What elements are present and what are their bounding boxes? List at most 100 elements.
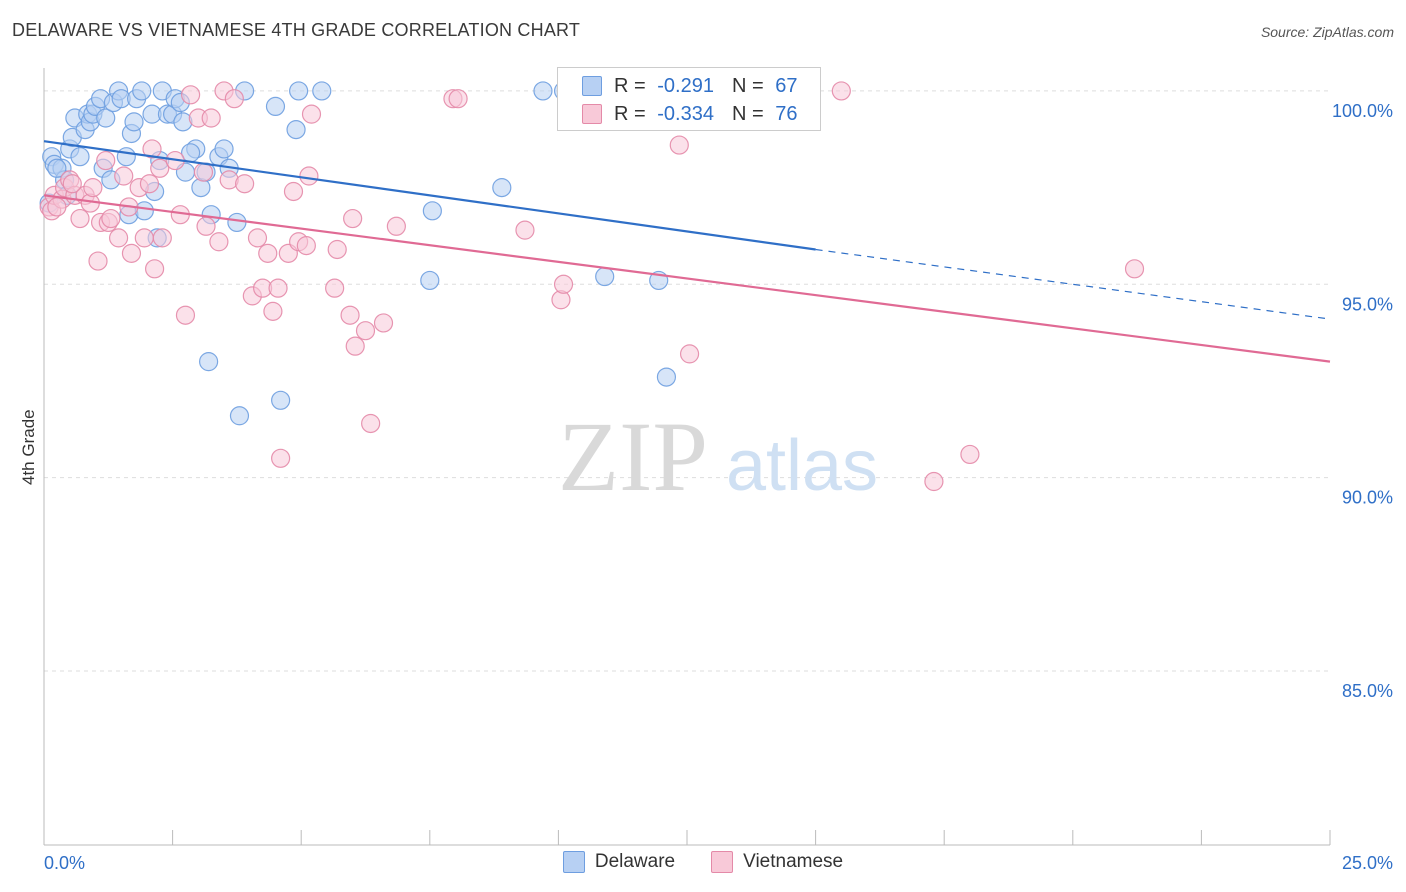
y-axis-title: 4th Grade xyxy=(19,409,38,485)
tick-label-layer: 85.0% 90.0% 95.0% 100.0% 0.0% 25.0% xyxy=(44,101,1393,873)
delaware-point xyxy=(116,147,136,167)
delaware-point xyxy=(132,81,152,101)
vietnamese-point xyxy=(224,89,244,109)
stats-legend: R = -0.291 N = 67 R = -0.334 N = 76 xyxy=(557,67,821,131)
n-label: N = xyxy=(731,102,764,125)
y-tick-label: 90.0% xyxy=(1342,488,1393,508)
vietnamese-point xyxy=(679,344,700,364)
delaware-point xyxy=(595,266,615,287)
delaware-swatch xyxy=(562,851,585,873)
delaware-point xyxy=(492,178,512,198)
watermark: ZIP atlas xyxy=(558,401,878,512)
vietnamese-point xyxy=(258,243,278,263)
vietnamese-point xyxy=(355,321,376,341)
vietnamese-point xyxy=(114,166,134,186)
vietnamese-point xyxy=(327,239,347,260)
delaware-trendline xyxy=(43,140,816,251)
vietnamese-point xyxy=(196,216,216,236)
vietnamese-point xyxy=(181,85,201,105)
n-value: 76 xyxy=(775,102,798,125)
delaware-point xyxy=(656,367,677,387)
vietnamese-point xyxy=(553,274,574,294)
delaware-point xyxy=(312,81,332,101)
legend-item-vietnamese: Vietnamese xyxy=(711,851,843,873)
vietnamese-point xyxy=(201,108,221,128)
delaware-trendline-extension xyxy=(815,248,1331,320)
trend-layer xyxy=(43,140,1331,363)
vietnamese-point xyxy=(960,444,980,465)
vietnamese-point xyxy=(62,174,82,194)
delaware-point xyxy=(265,96,286,117)
delaware-point xyxy=(70,147,90,167)
delaware-point xyxy=(422,201,442,221)
vietnamese-point xyxy=(108,228,129,248)
delaware-point xyxy=(47,158,67,178)
x-tick-label: 0.0% xyxy=(44,853,85,873)
delaware-point xyxy=(96,108,116,128)
legend-label-delaware: Delaware xyxy=(594,851,676,872)
vietnamese-point xyxy=(152,228,172,248)
vietnamese-point xyxy=(448,89,468,109)
delaware-point xyxy=(289,81,309,101)
vietnamese-point xyxy=(299,166,319,186)
vietnamese-point xyxy=(96,150,116,171)
watermark-atlas: atlas xyxy=(726,426,878,506)
vietnamese-point xyxy=(70,208,90,229)
vietnamese-swatch xyxy=(582,104,602,124)
vietnamese-point xyxy=(268,278,288,298)
vietnamese-point xyxy=(386,216,406,236)
vietnamese-point xyxy=(669,135,689,155)
points-layer xyxy=(39,81,1145,492)
delaware-point xyxy=(286,120,306,140)
r-value: -0.291 xyxy=(657,74,714,97)
vietnamese-point xyxy=(296,236,316,256)
vietnamese-point xyxy=(193,162,214,182)
vietnamese-point xyxy=(144,259,165,279)
vietnamese-point xyxy=(1124,259,1145,279)
legend-row-vietnamese: R = -0.334 N = 76 xyxy=(582,101,797,127)
delaware-point xyxy=(227,212,247,233)
vietnamese-point xyxy=(361,413,381,434)
legend-label-vietnamese: Vietnamese xyxy=(743,851,844,872)
vietnamese-point xyxy=(209,232,229,252)
chart-source: Source: ZipAtlas.com xyxy=(1260,24,1394,40)
vietnamese-swatch xyxy=(711,851,734,873)
vietnamese-point xyxy=(831,81,851,101)
vietnamese-point xyxy=(325,278,345,298)
vietnamese-point xyxy=(515,220,535,240)
vietnamese-point xyxy=(142,139,162,159)
series-legend: Delaware Vietnamese xyxy=(0,851,1406,873)
x-tick-label: 25.0% xyxy=(1342,853,1393,873)
vietnamese-point xyxy=(373,313,394,333)
vietnamese-point xyxy=(345,336,365,356)
delaware-point xyxy=(533,81,553,101)
vietnamese-point xyxy=(340,305,360,325)
delaware-swatch xyxy=(582,76,602,96)
vietnamese-point xyxy=(235,174,255,194)
n-label: N = xyxy=(731,74,764,97)
r-label: R = xyxy=(614,74,646,97)
delaware-point xyxy=(229,406,250,426)
vietnamese-point xyxy=(924,471,944,492)
r-label: R = xyxy=(614,102,646,125)
vietnamese-point xyxy=(263,301,283,321)
vietnamese-point xyxy=(88,251,108,271)
vietnamese-point xyxy=(83,178,103,198)
vietnamese-point xyxy=(271,448,291,468)
chart-title: DELAWARE VS VIETNAMESE 4TH GRADE CORRELA… xyxy=(12,20,581,40)
vietnamese-trendline xyxy=(43,194,1331,363)
watermark-zip: ZIP xyxy=(558,401,708,512)
vietnamese-point xyxy=(247,228,268,248)
legend-row-delaware: R = -0.291 N = 67 xyxy=(582,73,797,99)
vietnamese-point xyxy=(101,208,121,229)
n-value: 67 xyxy=(775,74,798,97)
r-value: -0.334 xyxy=(657,102,714,125)
y-tick-label: 95.0% xyxy=(1342,294,1393,314)
delaware-point xyxy=(124,112,144,132)
vietnamese-point xyxy=(175,305,196,325)
vietnamese-point xyxy=(343,208,363,229)
vietnamese-point xyxy=(134,228,154,248)
vietnamese-point xyxy=(283,181,304,202)
vietnamese-point xyxy=(139,174,160,194)
